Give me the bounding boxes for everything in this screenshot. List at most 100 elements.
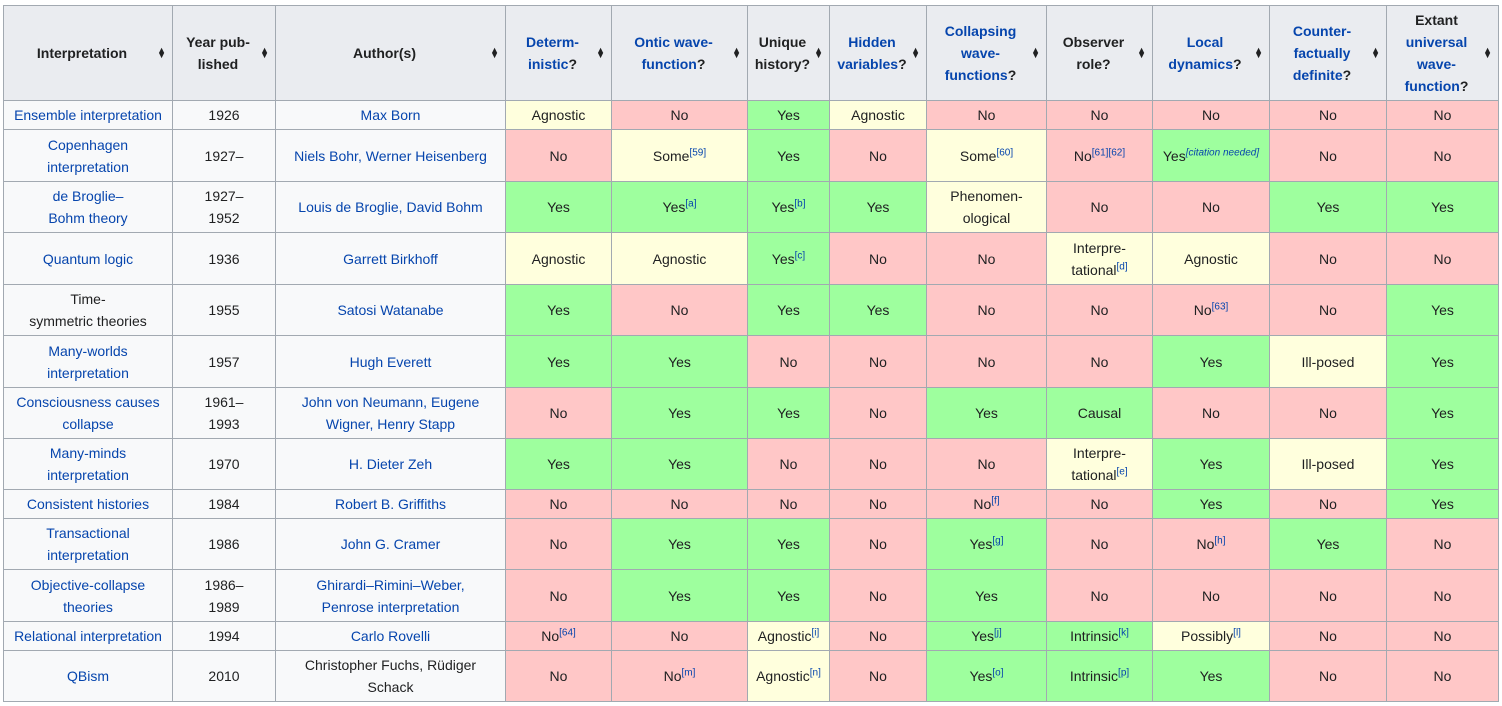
citation-link[interactable]: [h] [1214,535,1226,547]
column-header[interactable]: Ontic wave- function? ▲ ▼ [611,5,748,101]
value-cell: No [611,100,748,130]
citation-link[interactable]: [k] [1118,627,1129,639]
citation-link[interactable]: [l] [1233,627,1241,639]
table-row: Objective-collapse theories 1986– 1989 Ghi… [3,569,1499,622]
citation-link[interactable]: [63] [1211,301,1229,313]
sort-up-down-icon[interactable]: ▲ ▼ [1483,45,1492,60]
header-link[interactable]: Hidden variables [837,34,899,72]
citation-link[interactable]: [i] [811,627,820,639]
interpretation-link[interactable]: QBism [67,668,109,684]
citation-link[interactable]: [c] [794,249,806,261]
value-cell: Yes[c] [747,232,830,285]
value-text: No [977,107,996,123]
value-text: Yes [771,250,795,267]
interpretation-link[interactable]: Consistent histories [26,496,150,512]
interpretation-link[interactable]: Transactional interpretation [46,525,130,563]
interpretation-link[interactable]: Copenhagen interpretation [47,136,129,175]
sort-up-down-icon[interactable]: ▲ ▼ [1031,45,1040,60]
citation-link[interactable]: [f] [991,495,1000,507]
interpretation-link[interactable]: Objective-collapse theories [30,576,146,615]
value-cell: No [829,387,927,439]
column-header[interactable]: Hidden variables? ▲ ▼ [829,5,927,101]
citation-link[interactable]: [d] [1116,260,1128,272]
sort-up-down-icon[interactable]: ▲ ▼ [1137,45,1146,60]
value-cell: No [1046,100,1153,130]
citation-link[interactable]: [n] [809,667,821,679]
column-header[interactable]: Interpretation ▲ ▼ [3,5,173,101]
citation-link[interactable]: [p] [1118,667,1130,679]
authors-link[interactable]: Hugh Everett [349,353,432,370]
column-header[interactable]: Unique history? ▲ ▼ [747,5,830,101]
header-link[interactable]: Collapsing wave- functions [944,23,1017,83]
citation-link[interactable]: [citation needed] [1185,146,1260,158]
sort-up-down-icon[interactable]: ▲ ▼ [1371,45,1380,60]
header-link[interactable]: Determ- inistic [526,34,579,72]
sort-up-down-icon[interactable]: ▲ ▼ [732,45,741,60]
citation-link[interactable]: [64] [559,627,576,639]
sort-up-down-icon[interactable]: ▲ ▼ [1254,45,1263,60]
value-cell: Yes [1386,438,1499,490]
sort-up-down-icon[interactable]: ▲ ▼ [911,45,920,60]
interpretation-link[interactable]: Many-minds interpretation [47,445,129,483]
header-link[interactable]: universal wave- function [1404,34,1468,94]
value-text: Yes [668,353,691,370]
table-row: Many-worlds interpretation 1957 Hugh Evere… [3,335,1499,388]
authors-link[interactable]: Max Born [360,107,421,123]
sort-up-down-icon[interactable]: ▲ ▼ [814,45,823,60]
interpretation-link[interactable]: Quantum logic [42,250,134,267]
authors-link[interactable]: John G. Cramer [340,536,441,552]
citation-link[interactable]: [60] [996,146,1014,158]
interpretation-link[interactable]: Relational interpretation [14,628,162,644]
column-header[interactable]: Author(s) ▲ ▼ [275,5,506,101]
citation-link[interactable]: [e] [1116,466,1128,478]
authors-link[interactable]: Carlo Rovelli [350,628,431,644]
authors-link[interactable]: Niels Bohr, Werner Heisenberg [294,147,487,164]
authors-link[interactable]: Robert B. Griffiths [334,496,446,512]
authors-link[interactable]: Satosi Watanabe [337,302,444,318]
sort-up-down-icon[interactable]: ▲ ▼ [490,45,499,60]
value-cell: No [1152,387,1270,439]
column-header[interactable]: Determ- inistic? ▲ ▼ [505,5,612,101]
sort-up-down-icon[interactable]: ▲ ▼ [596,45,605,60]
citation-link[interactable]: [m] [681,667,696,679]
citation-link[interactable]: [b] [794,198,806,210]
authors-link[interactable]: Ghirardi–Rimini–Weber, Penrose interpret… [316,576,465,615]
sort-up-down-icon[interactable]: ▲ ▼ [157,45,166,60]
value-cell: Yes[j] [926,621,1047,651]
authors-link[interactable]: H. Dieter Zeh [348,456,433,472]
column-header[interactable]: Year pub- lished ▲ ▼ [172,5,276,101]
value-text: No [549,668,568,684]
citation-link[interactable]: [61][62] [1091,146,1126,158]
authors-cell: John G. Cramer [275,518,506,570]
value-cell: No [1386,518,1499,570]
header-link[interactable]: Local dynamics [1168,34,1234,72]
interpretation-link[interactable]: Consciousness causes collapse [16,394,160,432]
interpretation-link[interactable]: Many-worlds interpretation [47,342,129,381]
sort-up-down-icon[interactable]: ▲ ▼ [260,45,269,60]
value-text: Yes [662,199,686,215]
authors-link[interactable]: Garrett Birkhoff [343,250,438,267]
citation-link[interactable]: [59] [689,146,707,158]
citation-link[interactable]: [o] [992,667,1004,679]
column-header[interactable]: Local dynamics? ▲ ▼ [1152,5,1270,101]
value-text: Yes [777,147,800,164]
value-cell: Yes [926,387,1047,439]
column-header[interactable]: Observer role? ▲ ▼ [1046,5,1153,101]
column-header[interactable]: Extant universal wave- function? ▲ ▼ [1386,5,1499,101]
interpretation-link[interactable]: Ensemble interpretation [14,107,162,123]
authors-link[interactable]: John von Neumann, Eugene Wigner, Henry S… [301,394,480,432]
column-header[interactable]: Counter- factually definite? ▲ ▼ [1269,5,1387,101]
value-text: Yes [1431,353,1454,370]
interpretation-cell: de Broglie– Bohm theory [3,181,173,233]
citation-link[interactable]: [j] [994,627,1002,639]
header-link[interactable]: Ontic wave- function [634,34,713,72]
column-header[interactable]: Collapsing wave- functions? ▲ ▼ [926,5,1047,101]
header-link[interactable]: Counter- factually definite [1292,23,1352,83]
value-cell: No [611,284,748,336]
interpretation-link[interactable]: de Broglie– Bohm theory [48,188,128,226]
citation-link[interactable]: [a] [685,198,697,210]
value-text: Yes [1431,302,1454,318]
citation-link[interactable]: [g] [992,535,1004,547]
authors-link[interactable]: Louis de Broglie, David Bohm [298,199,483,215]
value-text: Yes [668,587,691,604]
